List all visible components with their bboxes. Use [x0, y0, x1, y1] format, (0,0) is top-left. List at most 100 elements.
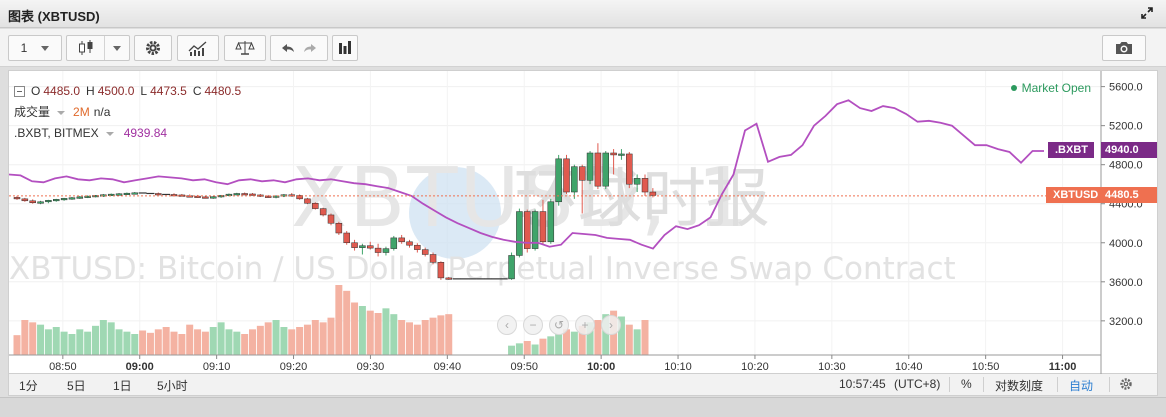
volume-bar [335, 285, 343, 355]
volume-bar [563, 329, 570, 355]
volume-bar [523, 341, 531, 355]
candle [249, 193, 256, 196]
percent-toggle[interactable]: % [961, 377, 972, 391]
candle [343, 232, 350, 244]
candle [60, 198, 68, 201]
candle [155, 193, 162, 196]
volume-bar [311, 320, 319, 355]
candle [414, 244, 421, 250]
compare-button[interactable] [224, 35, 266, 61]
candle [547, 201, 555, 243]
chart-nav-buttons: ‹ − ↺ + › [497, 315, 621, 335]
scroll-right-button[interactable]: › [601, 315, 621, 335]
chart-area[interactable]: XBTUSD, 1 环球时报 XBTUSD: Bitcoin / US Doll… [8, 70, 1159, 375]
candle [225, 193, 233, 196]
candle [367, 245, 374, 249]
candle [13, 197, 21, 200]
low-value: 4473.5 [150, 84, 187, 98]
volume-bar [633, 329, 641, 355]
volume-bar [617, 316, 625, 355]
settings-button[interactable] [134, 35, 172, 61]
volume-bar [296, 327, 304, 355]
interval-select[interactable]: 1 [8, 35, 62, 61]
volume-bar [13, 335, 21, 355]
index-value: 4939.84 [123, 126, 168, 140]
candle [571, 166, 578, 193]
indicators-icon [188, 41, 207, 56]
candle [618, 153, 625, 156]
zoom-out-button[interactable]: − [523, 315, 543, 335]
candle [264, 195, 272, 198]
bxbt-price-tag: 4940.0 [1101, 142, 1157, 158]
x-tick-label: 10:40 [895, 361, 923, 373]
indicators-button[interactable] [177, 35, 219, 61]
volume-bar [531, 344, 539, 355]
index-row[interactable]: .BXBT, BITMEX 4939.84 [14, 123, 247, 144]
range-1d[interactable]: 1日 [113, 379, 132, 393]
window-title: 图表 (XBTUSD) [8, 9, 100, 24]
candle [312, 202, 319, 209]
candle [649, 191, 657, 196]
volume-bar [162, 327, 170, 355]
expand-icon[interactable] [1140, 6, 1154, 20]
volume-bar [515, 343, 523, 355]
volume-bar [358, 306, 366, 355]
volume-bar [602, 314, 610, 355]
candle [115, 193, 123, 196]
auto-scale-toggle[interactable]: 自动 [1069, 379, 1094, 393]
x-tick-label: 09:50 [510, 361, 538, 373]
volume-row[interactable]: 成交量 2M n/a [14, 102, 247, 123]
scroll-left-button[interactable]: ‹ [497, 315, 517, 335]
volume-bar [217, 322, 225, 355]
candle [563, 158, 570, 193]
range-5h[interactable]: 5小时 [157, 379, 188, 393]
screenshot-button[interactable] [1102, 35, 1146, 61]
undo-redo-group [270, 35, 328, 61]
range-5d[interactable]: 5日 [67, 379, 86, 393]
candle [555, 158, 562, 203]
volume-bar [249, 329, 256, 355]
redo-icon[interactable] [302, 40, 320, 56]
x-tick-label: 10:00 [587, 361, 615, 373]
high-value: 4500.0 [97, 84, 135, 98]
log-scale-toggle[interactable]: 对数刻度 [995, 379, 1044, 393]
watermark-sub-text: XBTUSD: Bitcoin / US Dollar Perpetual In… [9, 251, 956, 287]
timezone[interactable]: (UTC+8) [894, 377, 941, 391]
candle [37, 201, 44, 204]
candle [202, 196, 209, 199]
candle [272, 195, 280, 198]
volume-bar [186, 324, 194, 355]
candle [335, 222, 343, 234]
zoom-in-button[interactable]: + [575, 315, 595, 335]
candle [29, 200, 36, 204]
volume-bar [146, 332, 154, 355]
candle [68, 197, 76, 200]
candle [327, 214, 335, 224]
market-status-label: Market Open [1021, 81, 1091, 95]
chart-type-select[interactable] [66, 35, 130, 61]
candle [76, 196, 84, 199]
volume-bar [586, 322, 594, 355]
x-tick-label: 08:50 [49, 361, 77, 373]
watermark-logo [409, 167, 501, 259]
camera-icon [1116, 42, 1132, 54]
collapse-icon[interactable] [14, 86, 25, 97]
gear-icon[interactable] [1119, 377, 1133, 391]
candle [374, 247, 382, 253]
volume-bar [225, 329, 233, 355]
price-chart[interactable]: XBTUSD, 1 环球时报 XBTUSD: Bitcoin / US Doll… [9, 71, 1159, 375]
volume-bar [21, 320, 29, 355]
candle [539, 211, 547, 243]
volume-bar [241, 334, 249, 355]
candle [296, 195, 303, 200]
candle [633, 178, 641, 185]
undo-icon[interactable] [278, 40, 296, 56]
y-axis: 5600.05200.04800.04400.04000.03600.03200… [1100, 71, 1143, 375]
reset-button[interactable]: ↺ [549, 315, 569, 335]
volume-bar [233, 331, 241, 355]
range-1m[interactable]: 1分 [19, 379, 38, 393]
candle [21, 198, 29, 202]
x-tick-label: 10:30 [818, 361, 846, 373]
bars-button[interactable] [332, 35, 358, 61]
